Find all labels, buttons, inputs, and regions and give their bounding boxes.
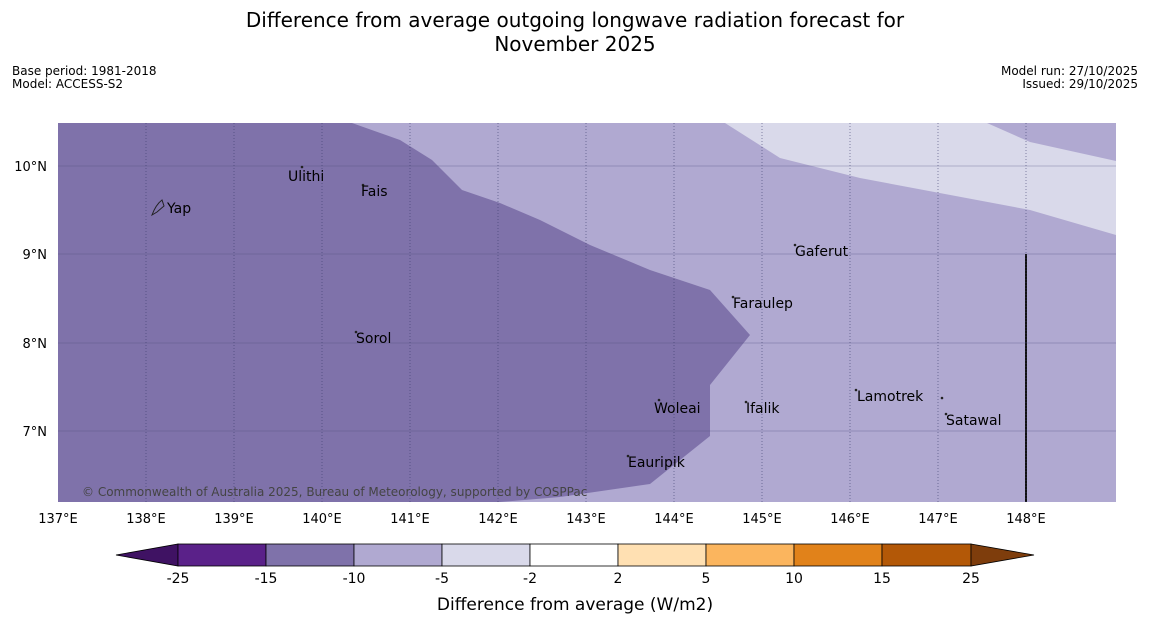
colorbar-tick: -25 <box>167 571 190 587</box>
lon-tick: 141°E <box>390 512 430 527</box>
place-label-fais: Fais <box>361 184 388 200</box>
lon-tick: 146°E <box>830 512 870 527</box>
place-label-sorol: Sorol <box>356 331 391 347</box>
colorbar-bin <box>705 543 795 567</box>
lon-tick: 142°E <box>478 512 518 527</box>
colorbar-tick: -10 <box>343 571 366 587</box>
colorbar-ticks: -25 -15 -10 -5 -2 2 5 10 15 25 <box>167 571 980 587</box>
island-marks <box>151 165 948 458</box>
grid-lines <box>145 123 1027 502</box>
region-minus5-to-minus2 <box>725 123 1116 235</box>
lat-tick-labels: 10°N 9°N 8°N 7°N <box>14 160 47 440</box>
lon-tick: 148°E <box>1006 512 1046 527</box>
place-label-yap: Yap <box>166 201 191 217</box>
colorbar-bin <box>617 543 707 567</box>
place-label-gaferut: Gaferut <box>795 244 849 260</box>
colorbar-tick: 5 <box>702 571 711 587</box>
lon-tick: 138°E <box>126 512 166 527</box>
lat-tick: 7°N <box>23 425 48 440</box>
base-period: Base period: 1981-2018 <box>12 64 157 78</box>
model-name: Model: ACCESS-S2 <box>12 77 124 91</box>
colorbar-bin <box>529 543 619 567</box>
lat-tick: 8°N <box>23 337 48 352</box>
lon-tick: 145°E <box>742 512 782 527</box>
colorbar-bin <box>265 543 355 567</box>
meta-right: Model run: 27/10/2025 Issued: 29/10/2025 <box>1001 65 1138 91</box>
place-label-ifalik: Ifalik <box>746 401 780 417</box>
copyright-notice: © Commonwealth of Australia 2025, Bureau… <box>82 485 587 499</box>
colorbar <box>115 543 1035 567</box>
lon-tick: 139°E <box>214 512 254 527</box>
colorbar-tick: -2 <box>523 571 537 587</box>
colorbar-tick: 2 <box>614 571 623 587</box>
place-label-ulithi: Ulithi <box>288 169 324 185</box>
colorbar-tick: 25 <box>962 571 980 587</box>
colorbar-tick: 10 <box>785 571 803 587</box>
colorbar-bin <box>881 543 972 567</box>
colorbar-bin <box>353 543 443 567</box>
colorbar-bin <box>177 543 267 567</box>
lat-tick: 9°N <box>23 248 48 263</box>
lon-tick: 144°E <box>654 512 694 527</box>
issued-date: Issued: 29/10/2025 <box>1022 77 1138 91</box>
yap-island-outline <box>151 199 165 217</box>
colorbar-extend-low <box>115 543 179 567</box>
lon-tick-labels: 137°E 138°E 139°E 140°E 141°E 142°E 143°… <box>38 512 1046 527</box>
lon-tick: 147°E <box>918 512 958 527</box>
title-line-1: Difference from average outgoing longwav… <box>245 8 905 32</box>
lon-tick: 137°E <box>38 512 78 527</box>
chart-title: Difference from average outgoing longwav… <box>0 8 1150 56</box>
colorbar-extend-high <box>970 543 1035 567</box>
meta-left: Base period: 1981-2018 Model: ACCESS-S2 <box>12 65 157 91</box>
lon-tick: 140°E <box>302 512 342 527</box>
colorbar-bin <box>793 543 883 567</box>
place-label-satawal: Satawal <box>946 413 1001 429</box>
region-minus15-to-minus10 <box>58 123 750 502</box>
title-line-2: November 2025 <box>494 32 656 56</box>
place-label-lamotrek: Lamotrek <box>857 389 924 405</box>
colorbar-tick: -15 <box>255 571 278 587</box>
colorbar-tick: -5 <box>435 571 449 587</box>
colorbar-tick: 15 <box>873 571 891 587</box>
place-label-woleai: Woleai <box>654 401 701 417</box>
lat-lines <box>58 165 1116 432</box>
place-label-eauripik: Eauripik <box>628 455 686 471</box>
colorbar-label: Difference from average (W/m2) <box>437 595 713 615</box>
place-labels: Yap Ulithi Fais Gaferut Faraulep Sorol L… <box>166 169 1001 471</box>
place-label-faraulep: Faraulep <box>733 296 793 312</box>
lat-tick: 10°N <box>14 160 47 175</box>
lon-tick: 143°E <box>566 512 606 527</box>
colorbar-bin <box>441 543 531 567</box>
model-run: Model run: 27/10/2025 <box>1000 64 1138 78</box>
map-area <box>58 123 1116 502</box>
